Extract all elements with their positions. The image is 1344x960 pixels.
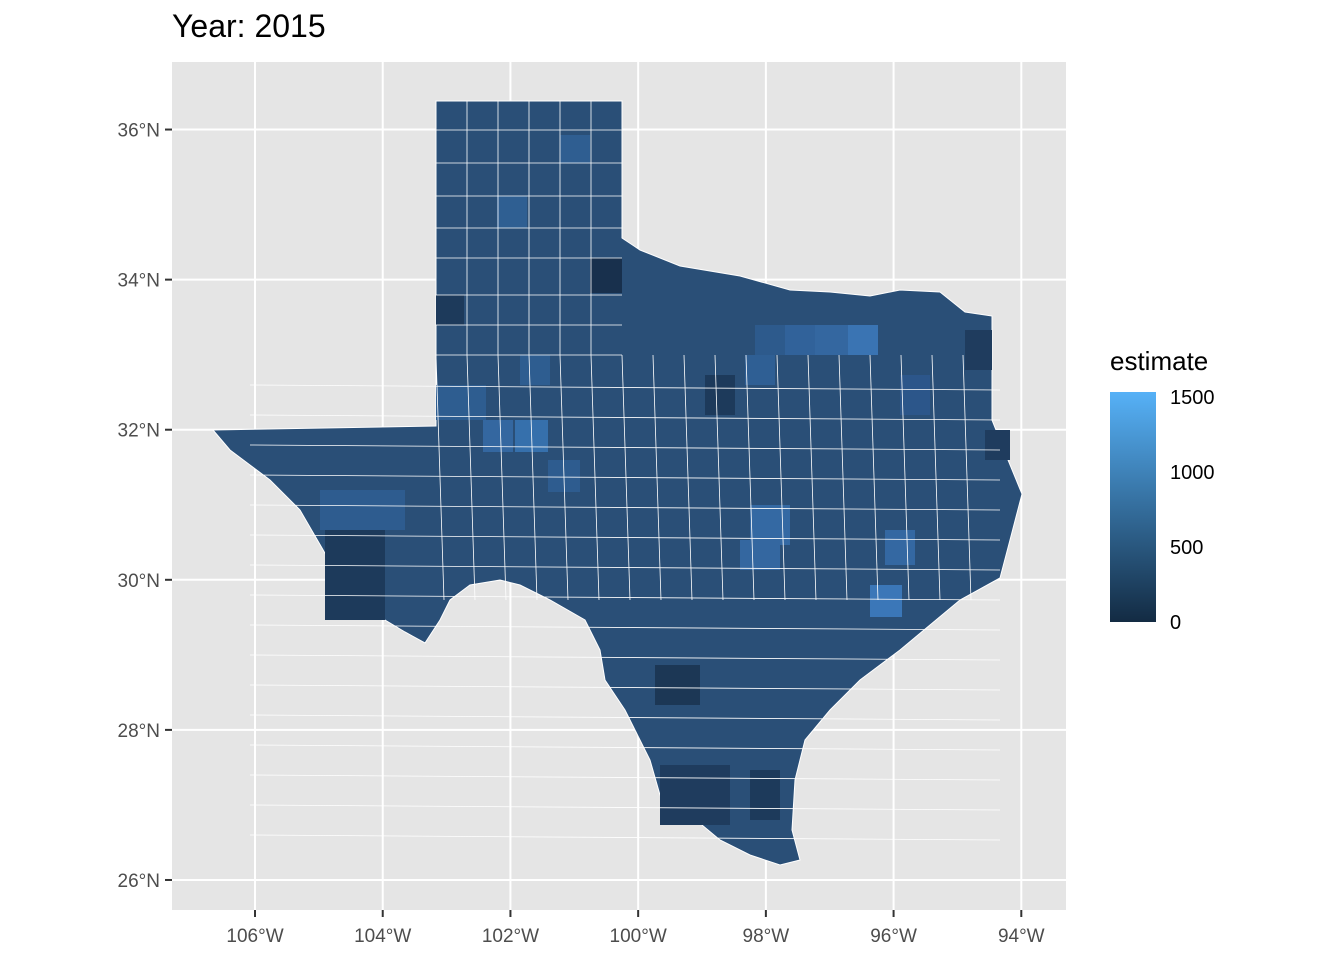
y-tick-label: 28°N (118, 721, 160, 742)
county-layer (211, 100, 1023, 866)
county-border (249, 624, 1001, 631)
county-border (776, 354, 786, 601)
county-border (900, 354, 910, 601)
county-border (714, 354, 724, 601)
county-fill (325, 520, 385, 620)
county-fill (848, 325, 878, 355)
legend-label-1500: 1500 (1170, 387, 1215, 409)
county-border (249, 504, 1001, 511)
county-fill (705, 375, 735, 415)
county-border (249, 414, 1001, 421)
y-tick-label: 32°N (118, 421, 160, 442)
county-fill (590, 258, 622, 293)
county-fill (755, 325, 785, 355)
county-fill (520, 355, 550, 385)
x-axis: 106°W 104°W 102°W 100°W 98°W 96°W 94°W (226, 910, 1045, 947)
x-tick-label: 100°W (610, 926, 667, 947)
legend-label-500: 500 (1170, 537, 1204, 559)
county-border (435, 354, 445, 601)
county-fill (320, 490, 405, 530)
county-border (249, 684, 1001, 691)
county-border (497, 354, 507, 601)
county-border (249, 534, 1001, 541)
county-border (249, 444, 1001, 451)
county-border (838, 354, 848, 601)
county-border (249, 834, 1001, 841)
county-border (249, 654, 1001, 661)
x-tick-label: 106°W (226, 926, 283, 947)
county-border (869, 354, 879, 601)
county-fill (965, 330, 992, 370)
y-axis: 36°N 34°N 32°N 30°N 28°N 26°N (118, 121, 172, 892)
county-border (249, 774, 1001, 781)
county-border (745, 354, 755, 601)
county-border (249, 564, 1001, 571)
county-fill (436, 385, 486, 420)
y-tick-label: 30°N (118, 571, 160, 592)
county-fill (750, 505, 790, 545)
county-fill (985, 430, 1010, 460)
county-fill (900, 375, 930, 415)
county-border (249, 714, 1001, 721)
y-tick-label: 34°N (118, 271, 160, 292)
x-tick-label: 94°W (998, 926, 1045, 947)
county-fill (815, 325, 848, 355)
county-borders (249, 101, 1001, 841)
county-fill (655, 665, 700, 705)
county-fill (497, 196, 527, 228)
county-fill (870, 585, 902, 617)
county-border (962, 354, 972, 601)
county-border (807, 354, 817, 601)
county-border (249, 744, 1001, 751)
county-fill (740, 540, 780, 570)
x-tick-label: 104°W (354, 926, 411, 947)
y-tick-label: 36°N (118, 121, 160, 142)
x-tick-label: 96°W (870, 926, 917, 947)
x-tick-label: 102°W (482, 926, 539, 947)
county-border (249, 594, 1001, 601)
county-fill (660, 765, 730, 825)
county-fill (560, 135, 590, 163)
legend-color-bar (1110, 392, 1156, 622)
county-border (249, 804, 1001, 811)
county-fill (745, 355, 775, 385)
x-tick-label: 98°W (743, 926, 790, 947)
legend-title: estimate (1110, 346, 1209, 376)
county-border (528, 354, 538, 601)
county-fill (483, 420, 513, 452)
county-border (683, 354, 693, 601)
county-fill (885, 530, 915, 565)
county-border (249, 474, 1001, 481)
county-fill (436, 295, 464, 325)
county-border (931, 354, 941, 601)
county-border (249, 384, 1001, 391)
y-tick-label: 26°N (118, 871, 160, 892)
county-fill (750, 770, 780, 820)
county-fill (785, 325, 815, 355)
county-border (559, 354, 569, 601)
county-border (466, 354, 476, 601)
legend-label-1000: 1000 (1170, 462, 1215, 484)
legend-label-0: 0 (1170, 612, 1182, 634)
chart-title: Year: 2015 (172, 8, 326, 44)
